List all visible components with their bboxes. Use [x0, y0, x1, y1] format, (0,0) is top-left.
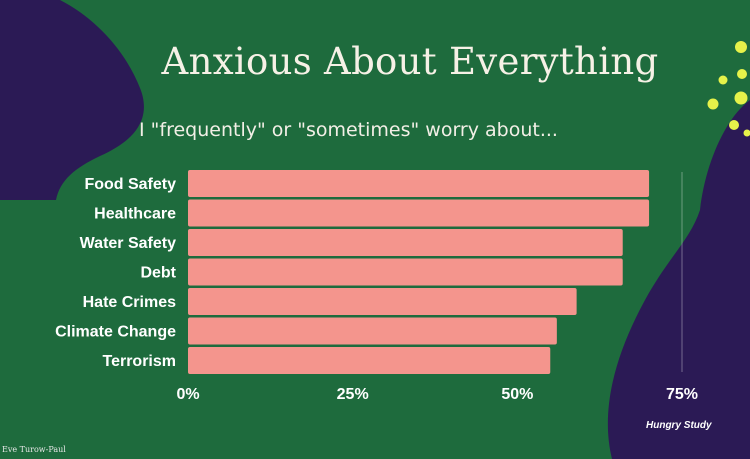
category-label: Terrorism	[102, 353, 176, 370]
x-axis-ticks: 0% 25% 50% 75%	[176, 386, 698, 403]
credit-label: Eve Turow-Paul	[2, 445, 66, 454]
category-label: Healthcare	[94, 206, 176, 223]
yellow-dot	[707, 98, 719, 110]
bar	[188, 170, 650, 197]
purple-blob-right	[607, 100, 750, 459]
x-tick-label: 25%	[337, 386, 369, 403]
yellow-dot	[718, 75, 728, 85]
category-labels: Food Safety Healthcare Water Safety Debt Hat…	[55, 176, 177, 370]
bar	[188, 258, 623, 286]
chart-subtitle: I "frequently" or "sometimes" worry abou…	[139, 119, 558, 141]
yellow-dot	[743, 129, 750, 137]
category-label: Climate Change	[55, 324, 176, 341]
yellow-dot	[735, 41, 747, 53]
x-tick-label: 50%	[501, 386, 533, 403]
yellow-dot	[737, 69, 747, 79]
chart-title: Anxious About Everything	[161, 40, 659, 83]
bars-group	[188, 170, 650, 374]
bar	[188, 288, 577, 315]
bar	[188, 229, 623, 256]
category-label: Debt	[140, 265, 176, 282]
x-tick-label: 75%	[666, 386, 698, 403]
bar	[188, 347, 551, 374]
bar	[188, 317, 557, 345]
bar	[188, 199, 650, 227]
x-tick-label: 0%	[176, 386, 199, 403]
purple-blob-top-left	[0, 0, 144, 200]
source-label: Hungry Study	[646, 420, 712, 431]
category-label: Water Safety	[80, 235, 176, 252]
category-label: Hate Crimes	[83, 294, 176, 311]
yellow-dot	[729, 120, 739, 130]
category-label: Food Safety	[84, 176, 176, 193]
yellow-dots-decoration	[707, 41, 750, 137]
yellow-dot	[734, 91, 748, 105]
